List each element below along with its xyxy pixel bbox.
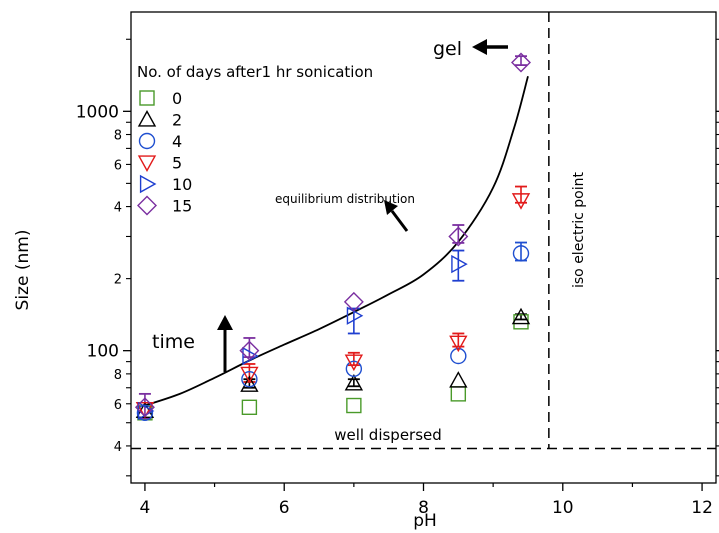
point-day-15 — [448, 226, 469, 247]
point-day-15 — [239, 340, 260, 361]
point-day-15 — [343, 291, 364, 312]
point-day-15 — [511, 52, 531, 73]
y-tick-label: 1000 — [76, 102, 119, 122]
point-day-5 — [240, 366, 259, 384]
legend-label-5: 5 — [172, 154, 182, 173]
error-bars — [138, 55, 527, 420]
x-axis: 4 6 8 10 12 — [140, 483, 713, 518]
legend-marker-10 — [139, 174, 157, 194]
time-arrow-head — [217, 315, 233, 330]
point-day-2 — [511, 307, 531, 325]
y-tick-label: 100 — [87, 342, 119, 362]
point-day-10 — [346, 306, 364, 325]
equilibrium-arrow-shaft — [390, 210, 409, 232]
well-dispersed-label: well dispersed — [334, 426, 442, 444]
annotations: gel time equilibrium distribution well disp… — [152, 38, 587, 444]
equilibrium-label: equilibrium distribution — [275, 192, 415, 206]
plot-frame — [130, 11, 717, 484]
point-day-4 — [241, 371, 258, 388]
point-day-2 — [240, 375, 259, 392]
equilibrium-curve — [144, 76, 529, 407]
point-day-0 — [241, 399, 258, 416]
legend-label-0: 0 — [172, 89, 182, 108]
legend-label-10: 10 — [172, 175, 192, 194]
y-minor-tick-label: 6 — [114, 158, 122, 173]
y-axis-label: Size (nm) — [13, 230, 33, 311]
y-minor-tick-label: 4 — [114, 440, 122, 455]
y-minor-tick-label: 8 — [114, 129, 122, 144]
x-tick-label: 8 — [418, 498, 429, 518]
legend-marker-15 — [137, 195, 157, 216]
legend-label-4: 4 — [172, 132, 182, 151]
legend-label-15: 15 — [172, 197, 192, 216]
point-day-0 — [450, 386, 467, 402]
point-day-5 — [344, 354, 364, 372]
y-minor-tick-label: 8 — [114, 368, 122, 383]
legend-marker-0 — [139, 90, 155, 106]
point-day-2 — [344, 373, 364, 391]
point-day-0 — [346, 397, 362, 414]
data-points — [134, 52, 531, 422]
x-axis-label: pH — [413, 511, 437, 531]
point-day-4 — [136, 404, 154, 422]
reference-lines — [131, 12, 716, 450]
equilibrium-arrow-head — [384, 200, 398, 215]
gel-arrow-head — [472, 39, 487, 55]
y-minor-tick-label: 2 — [114, 273, 122, 288]
y-minor-tick-label: 4 — [114, 201, 122, 216]
legend-marker-4 — [138, 132, 156, 150]
legend-title: No. of days after1 hr sonication — [137, 63, 373, 81]
point-day-4 — [450, 347, 467, 365]
point-day-5 — [449, 335, 468, 353]
point-day-10 — [451, 254, 468, 274]
legend-label-2: 2 — [172, 111, 182, 130]
point-day-15 — [134, 397, 155, 418]
time-label: time — [152, 331, 195, 353]
gel-label: gel — [433, 38, 462, 60]
point-day-5 — [511, 193, 531, 210]
point-day-5 — [135, 402, 155, 419]
point-day-2 — [449, 371, 468, 388]
point-day-4 — [345, 360, 363, 378]
equilibrium-curve-group — [144, 76, 529, 407]
x-tick-label: 6 — [279, 498, 290, 518]
legend-marker-2 — [137, 110, 157, 127]
y-minor-tick-label: 6 — [114, 398, 122, 413]
iso-electric-label: iso electric point — [571, 171, 587, 288]
x-tick-label: 10 — [552, 498, 574, 518]
plot-area-border — [130, 11, 717, 484]
legend: No. of days after1 hr sonication 0 2 4 5 10 15 — [137, 63, 373, 216]
point-day-4 — [512, 245, 530, 262]
x-tick-label: 12 — [691, 498, 713, 518]
point-day-10 — [242, 346, 259, 366]
x-tick-label: 4 — [140, 498, 151, 518]
legend-marker-5 — [137, 155, 157, 172]
